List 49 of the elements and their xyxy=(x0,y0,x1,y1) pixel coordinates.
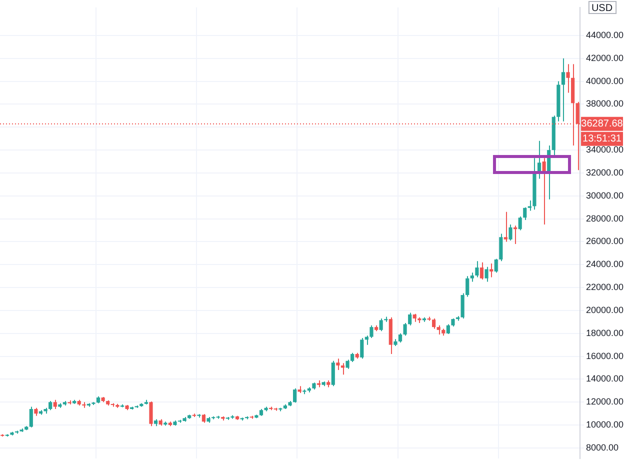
candlestick xyxy=(504,211,508,242)
y-tick-label: 26000.00 xyxy=(586,236,624,246)
y-tick-label: 12000.00 xyxy=(586,396,624,407)
y-tick-label: 42000.00 xyxy=(586,52,624,63)
y-tick-label: 38000.00 xyxy=(586,98,624,109)
y-tick-label: 8000.00 xyxy=(586,442,619,452)
y-tick-label: 30000.00 xyxy=(586,190,624,200)
text: USD xyxy=(591,2,613,14)
candlestick xyxy=(398,332,402,344)
candlestick xyxy=(331,360,335,387)
candlestick xyxy=(561,58,566,122)
candlestick xyxy=(403,322,407,336)
candlestick xyxy=(508,224,512,242)
candlestick xyxy=(523,206,527,220)
candlestick xyxy=(537,140,542,180)
candlestick xyxy=(484,266,488,282)
candlestick xyxy=(29,406,33,428)
candlestick xyxy=(149,401,153,427)
y-tick-label: 24000.00 xyxy=(586,259,624,270)
text: 13:51:31 xyxy=(582,134,622,145)
y-tick-label: 34000.00 xyxy=(586,144,624,155)
candlestick xyxy=(518,216,522,231)
candlestick xyxy=(360,337,364,360)
candlestick xyxy=(379,318,383,332)
candlestick xyxy=(53,399,57,410)
ref-line-label: 36287.68 xyxy=(581,118,624,130)
candlestick xyxy=(490,262,494,278)
candlestick xyxy=(475,260,479,278)
y-tick-label: 32000.00 xyxy=(586,167,624,178)
y-tick-label: 18000.00 xyxy=(586,328,624,338)
candlestick xyxy=(494,258,498,274)
candlestick xyxy=(432,318,436,330)
candlestick xyxy=(48,400,52,411)
candlestick xyxy=(292,388,297,404)
y-tick-label: 10000.00 xyxy=(586,420,624,430)
y-tick-label: 44000.00 xyxy=(586,30,624,40)
candlestick xyxy=(336,358,340,371)
candlestick xyxy=(446,324,450,334)
candlestick xyxy=(566,64,570,94)
candlestick xyxy=(408,312,412,326)
candlestick xyxy=(480,262,484,280)
y-tick-label: 40000.00 xyxy=(586,76,624,86)
y-tick-label: 28000.00 xyxy=(586,213,624,224)
y-tick-label: 20000.00 xyxy=(586,304,624,315)
y-tick-label: 14000.00 xyxy=(586,374,624,384)
candlestick xyxy=(499,233,503,262)
candlestick xyxy=(470,272,474,282)
y-tick-label: 16000.00 xyxy=(586,350,624,361)
y-tick-label: 22000.00 xyxy=(586,282,624,292)
